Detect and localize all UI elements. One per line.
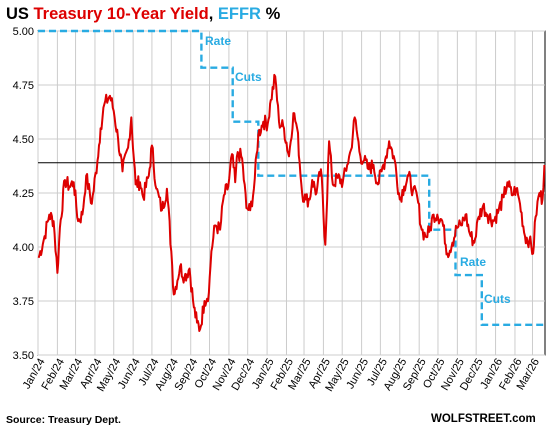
y-tick-label: 3.75 xyxy=(13,296,34,308)
annotation-rate-1: Rate xyxy=(205,34,231,48)
chart-title-yield-label: Treasury 10-Year Yield xyxy=(34,5,209,23)
annotation-cuts-1: Cuts xyxy=(235,70,262,84)
grid-layer xyxy=(37,30,545,356)
y-tick-label: 4.25 xyxy=(13,188,34,200)
chart-title-part3: , xyxy=(209,5,218,23)
chart-title-unit: % xyxy=(261,5,281,23)
y-tick-label: 4.00 xyxy=(13,242,34,254)
chart-title: US Treasury 10-Year Yield, EFFR % xyxy=(6,5,281,23)
y-tick-label: 4.75 xyxy=(13,80,34,92)
x-axis: Jan/24Feb/24Mar/24Apr/24May/24Jun/24Jul/… xyxy=(21,357,542,394)
y-axis: 3.50 3.75 4.00 4.25 4.50 4.75 5.00 xyxy=(13,26,34,362)
y-tick-label: 4.50 xyxy=(13,134,34,146)
y-tick-label: 3.50 xyxy=(13,350,34,362)
yield-layer xyxy=(37,73,546,332)
annotation-cuts-2: Cuts xyxy=(484,292,511,306)
effr-layer xyxy=(38,29,545,326)
annotation-rate-2: Rate xyxy=(460,255,486,269)
brand-watermark: WOLFSTREET.com xyxy=(431,413,536,425)
source-note: Source: Treasury Dept. xyxy=(6,414,121,426)
effr-step-line xyxy=(38,29,545,326)
yield-line xyxy=(37,73,546,332)
y-tick-label: 5.00 xyxy=(13,26,34,38)
chart-title-part1: US xyxy=(6,5,34,23)
chart-title-effr-label: EFFR xyxy=(218,5,261,23)
